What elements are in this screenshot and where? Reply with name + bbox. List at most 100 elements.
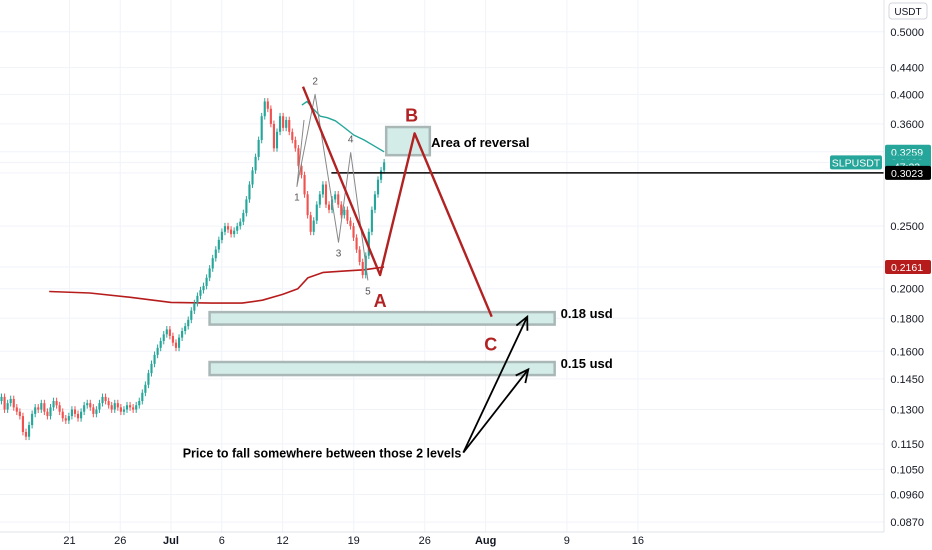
abc-pattern-line bbox=[301, 86, 493, 318]
candle-body bbox=[282, 116, 285, 128]
candle-body bbox=[67, 416, 70, 421]
candle-body bbox=[64, 418, 67, 421]
candle-body bbox=[272, 123, 276, 149]
candle-body bbox=[132, 407, 135, 410]
candle-body bbox=[18, 411, 21, 417]
wave-label-4: 4 bbox=[348, 135, 354, 146]
candle-body bbox=[168, 329, 171, 336]
wave-line bbox=[296, 93, 369, 281]
zone-zone-015[interactable] bbox=[208, 360, 556, 377]
candle-body bbox=[37, 407, 40, 410]
label-a: A bbox=[374, 291, 387, 311]
candle-body bbox=[278, 116, 282, 132]
price-tick: 0.5000 bbox=[890, 27, 924, 39]
candle-body bbox=[220, 231, 223, 240]
candle-body bbox=[24, 431, 28, 437]
reversal-label: Area of reversal bbox=[431, 135, 529, 150]
price-tick: 0.4400 bbox=[890, 63, 924, 75]
candle-body bbox=[147, 373, 150, 385]
time-tick: 9 bbox=[564, 535, 570, 547]
symbol-tag[interactable] bbox=[830, 155, 882, 170]
candle-body bbox=[80, 411, 83, 419]
candle-body bbox=[9, 398, 12, 404]
candle-body bbox=[373, 194, 377, 210]
time-tick: 19 bbox=[348, 535, 360, 547]
candle-body bbox=[104, 396, 107, 402]
candle-body bbox=[294, 139, 297, 149]
candle-body bbox=[288, 120, 291, 132]
candle-body bbox=[318, 194, 321, 205]
price-tick: 0.0870 bbox=[890, 517, 924, 529]
wave-label-1: 1 bbox=[294, 192, 300, 203]
candle-body bbox=[223, 226, 227, 232]
candle-body bbox=[55, 401, 58, 406]
wave-layer: 1 2 3 4 5 bbox=[294, 76, 371, 297]
price-tag-4[interactable] bbox=[885, 165, 931, 180]
candle-body bbox=[27, 425, 31, 437]
time-tick: Jul bbox=[163, 535, 179, 547]
candle-body bbox=[110, 405, 113, 410]
price-tag-1[interactable] bbox=[885, 144, 931, 159]
candle-body bbox=[162, 334, 165, 341]
candle-body bbox=[101, 396, 104, 404]
price-tag-5[interactable] bbox=[885, 260, 931, 275]
candle-body bbox=[226, 226, 230, 230]
candle-body bbox=[135, 405, 138, 410]
candle-body bbox=[257, 139, 260, 157]
candle-body bbox=[230, 229, 233, 235]
price-tick: 0.1050 bbox=[890, 464, 924, 476]
candle-body bbox=[337, 194, 340, 205]
candle-body bbox=[361, 262, 364, 276]
candle-body bbox=[0, 396, 3, 402]
annotations-layer: A B C Area of reversal 0.18 usd 0.15 usd Price… bbox=[183, 105, 613, 460]
candle-body bbox=[187, 319, 190, 327]
candle-body bbox=[254, 156, 257, 171]
price-tick: 0.1600 bbox=[890, 346, 924, 358]
candle-body bbox=[251, 170, 254, 185]
candle-body bbox=[89, 403, 92, 408]
candle-body bbox=[202, 285, 205, 291]
time-axis[interactable]: 21 26 Jul 6 12 19 26 Aug 9 16 bbox=[0, 531, 884, 550]
candle-body bbox=[193, 303, 196, 311]
time-tick: 12 bbox=[277, 535, 289, 547]
candle-body bbox=[245, 199, 248, 214]
candle-body bbox=[260, 116, 263, 140]
candle-body bbox=[129, 405, 132, 408]
currency-label: USDT bbox=[894, 7, 921, 18]
candle-body bbox=[49, 407, 52, 417]
zone-zone-018[interactable] bbox=[208, 310, 556, 326]
ma-long-layer bbox=[49, 266, 385, 304]
candle-body bbox=[217, 239, 220, 250]
abc-pattern-layer bbox=[301, 86, 493, 318]
price-tag-label: 0.2161 bbox=[891, 262, 923, 274]
price-tick: 0.0960 bbox=[890, 490, 924, 502]
candle-body bbox=[174, 342, 178, 348]
candle-body bbox=[52, 401, 55, 408]
time-tick: 21 bbox=[63, 535, 75, 547]
candle-body bbox=[346, 209, 349, 221]
ma-long-line bbox=[49, 266, 385, 304]
price-axis[interactable]: USDT 0.5000 0.4400 0.4000 0.3600 0.2500 0.2000… bbox=[830, 0, 932, 550]
time-tick: 16 bbox=[632, 535, 644, 547]
candle-body bbox=[181, 331, 184, 338]
candle-body bbox=[309, 215, 312, 232]
candle-body bbox=[31, 413, 34, 426]
currency-badge[interactable] bbox=[888, 2, 928, 20]
candle-body bbox=[125, 405, 129, 410]
candle-body bbox=[376, 179, 380, 195]
time-tick: 6 bbox=[219, 535, 225, 547]
label-b: B bbox=[405, 105, 418, 125]
candle-body bbox=[177, 337, 181, 348]
time-tick: Aug bbox=[475, 535, 496, 547]
candle-body bbox=[199, 290, 202, 296]
candle-body bbox=[321, 184, 324, 195]
arrow-head-2 bbox=[515, 367, 530, 384]
candle-body bbox=[83, 405, 86, 412]
candle-body bbox=[190, 310, 193, 320]
candle-body bbox=[15, 407, 18, 412]
arrow-shaft-2 bbox=[462, 368, 529, 454]
zone-reversal[interactable] bbox=[384, 125, 432, 157]
candle-body bbox=[275, 131, 279, 149]
candle-body bbox=[116, 403, 119, 408]
